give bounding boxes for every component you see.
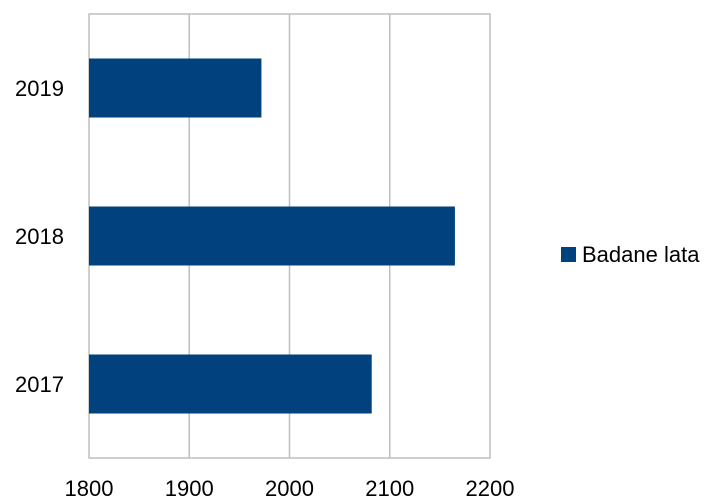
y-tick-label: 2019 [15, 76, 64, 101]
x-tick-label: 2000 [265, 476, 314, 501]
x-tick-label: 1800 [65, 476, 114, 501]
bars [89, 58, 455, 414]
x-axis-tick-labels: 1800 1900 2000 2100 2200 [65, 476, 515, 501]
legend-swatch [561, 247, 576, 262]
legend-label: Badane lata [582, 242, 700, 267]
x-tick-label: 2100 [365, 476, 414, 501]
bar-2019 [89, 58, 262, 118]
y-tick-label: 2018 [15, 224, 64, 249]
y-axis-tick-labels: 2017 2018 2019 [15, 76, 64, 397]
legend: Badane lata [561, 242, 700, 267]
x-tick-label: 2200 [466, 476, 515, 501]
bar-2018 [89, 206, 455, 266]
y-tick-label: 2017 [15, 372, 64, 397]
bar-2017 [89, 354, 372, 414]
x-tick-label: 1900 [165, 476, 214, 501]
